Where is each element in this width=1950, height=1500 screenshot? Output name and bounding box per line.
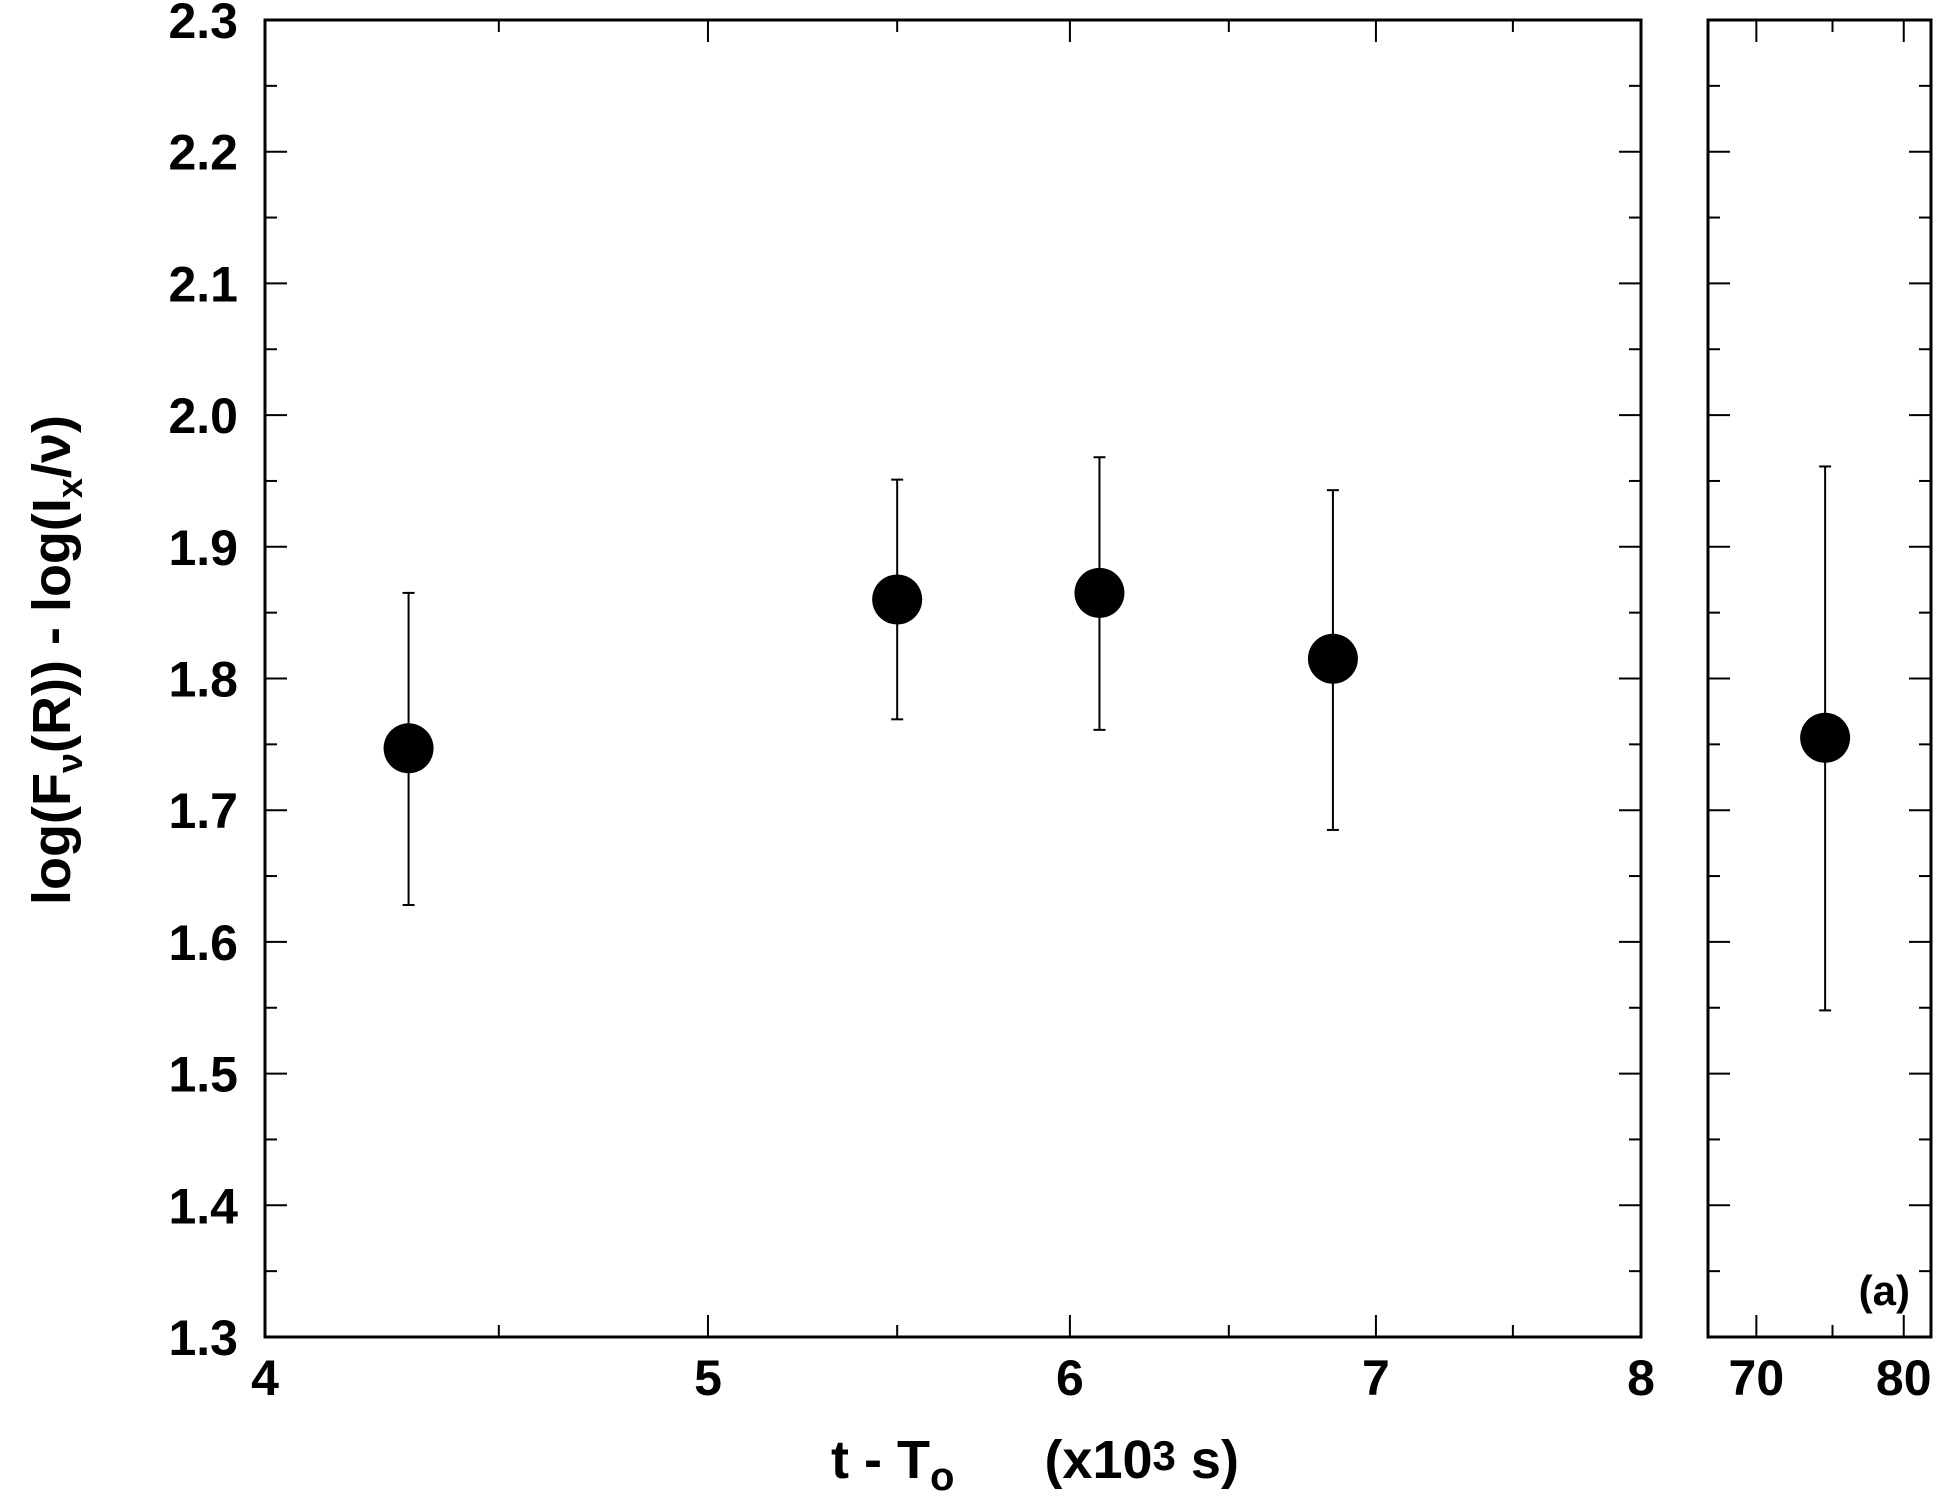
x-tick-label: 8	[1627, 1350, 1655, 1406]
data-marks	[383, 456, 1851, 1012]
y-tick-label: 1.6	[168, 915, 238, 971]
x-tick-label: 70	[1729, 1350, 1785, 1406]
y-axis-title-part: (R)) - log(I	[22, 498, 82, 753]
x-axis-title-unit: (x10	[1044, 1430, 1152, 1490]
data-point	[1074, 567, 1125, 618]
y-axis-title-sub: x	[49, 478, 90, 498]
axis-ticks	[264, 19, 1931, 1338]
y-tick-label: 2.1	[168, 256, 238, 312]
x-tick-label: 4	[251, 1350, 279, 1406]
data-point	[383, 723, 434, 774]
panel-label: (a)	[1859, 1267, 1910, 1314]
x-axis-title: t - To (x103 s)	[831, 1430, 1239, 1499]
x-tick-label: 5	[694, 1350, 722, 1406]
y-tick-label: 1.7	[168, 783, 238, 839]
y-axis-title-part: log(F	[22, 773, 82, 905]
y-tick-label: 2.2	[168, 125, 238, 181]
tick-labels: 4 5 6 7 8 70 80 1.3 1.4 1.5 1.6 1.7 1.8 1.9 2.0 2.1 2.2 2…	[168, 0, 1931, 1406]
y-tick-label: 1.9	[168, 520, 238, 576]
panel-frame	[1706, 18, 1933, 1339]
x-tick-label: 80	[1876, 1350, 1932, 1406]
x-tick-label: 6	[1056, 1350, 1084, 1406]
y-tick-label: 2.3	[168, 0, 238, 49]
x-tick-label: 7	[1362, 1350, 1390, 1406]
x-axis-title-main: t - T	[831, 1430, 930, 1490]
y-axis-title-part: /ν)	[22, 415, 82, 478]
data-point	[872, 574, 923, 625]
data-point	[1307, 633, 1358, 684]
panel-frame	[263, 18, 1643, 1339]
y-tick-label: 1.3	[168, 1310, 238, 1366]
x-axis-title-unit-sup: 3	[1153, 1432, 1176, 1479]
data-point	[1800, 712, 1851, 763]
y-axis-title-sub: ν	[49, 753, 90, 773]
y-tick-label: 1.8	[168, 652, 238, 708]
y-axis-title: log(Fν(R)) - log(Ix/ν)	[22, 415, 90, 905]
y-tick-label: 1.5	[168, 1047, 238, 1103]
x-axis-title-unit-suffix: s)	[1176, 1430, 1239, 1490]
y-tick-label: 1.4	[168, 1178, 238, 1234]
y-tick-label: 2.0	[168, 388, 238, 444]
x-axis-title-sub: o	[930, 1455, 954, 1499]
plot-frames	[263, 18, 1933, 1339]
